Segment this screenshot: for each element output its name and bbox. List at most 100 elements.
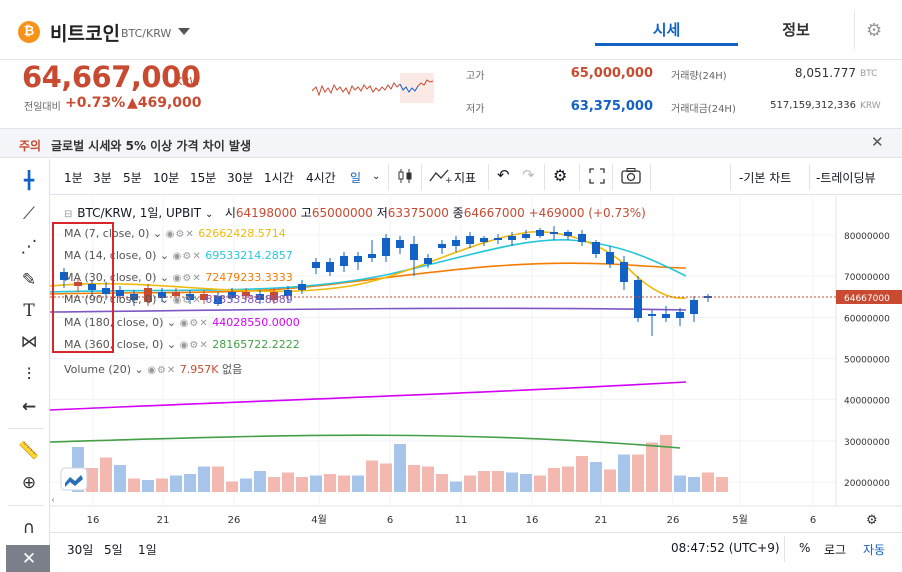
volume-legend-row[interactable]: Volume (20) ⌄ ◉⚙✕ 7.957K 없음 xyxy=(64,363,243,376)
price-chart[interactable]: 80000000 70000000 60000000 50000000 40000000… xyxy=(50,196,902,572)
svg-text:+: + xyxy=(445,176,452,185)
auto-toggle[interactable]: 자동 xyxy=(863,543,886,557)
interval-15m[interactable]: 15분 xyxy=(190,171,217,185)
interval-4h[interactable]: 4시간 xyxy=(306,171,336,185)
indicators-icon[interactable]: + xyxy=(428,167,452,185)
volume-bar xyxy=(492,471,504,492)
volume-bar xyxy=(114,465,126,492)
redo-icon[interactable]: ↷ xyxy=(522,166,535,184)
tradingview-button[interactable]: -트레이딩뷰 xyxy=(816,171,876,185)
candle-body xyxy=(116,290,124,296)
fullscreen-icon[interactable] xyxy=(589,168,605,184)
ma-legend-row[interactable]: MA (7, close, 0) ⌄ ◉⚙✕ 62662428.5714 xyxy=(64,227,286,240)
open-label: 시 xyxy=(224,206,236,220)
fib-icon[interactable]: ⋰ xyxy=(20,237,38,257)
toolbar-divider xyxy=(612,164,613,190)
amount-value: 517,159,312,336 xyxy=(770,100,856,111)
eye-settings-close-icon: ◉⚙✕ xyxy=(172,251,202,262)
candle-body xyxy=(536,230,544,236)
ma-legend-row[interactable]: MA (30, close, 0) ⌄ ◉⚙✕ 72479233.3333 xyxy=(64,271,293,284)
ma-legend-row[interactable]: MA (14, close, 0) ⌄ ◉⚙✕ 69533214.2857 xyxy=(64,249,293,262)
brush-icon[interactable]: ✎ xyxy=(21,270,37,290)
toolbar-divider xyxy=(421,164,422,190)
volume-bar xyxy=(184,474,196,492)
volume-value: 8,051.777 xyxy=(794,66,856,80)
measure-icon[interactable]: ⫶ xyxy=(26,365,32,385)
interval-3m[interactable]: 3분 xyxy=(93,171,112,185)
x-tick-label: 21 xyxy=(595,515,608,526)
candle-body xyxy=(522,234,530,238)
eye-settings-close-icon: ◉⚙✕ xyxy=(179,318,209,329)
volume-bar xyxy=(464,475,476,492)
chevron-down-icon[interactable]: ⌄ xyxy=(372,171,381,182)
eye-settings-close-icon: ◉⚙✕ xyxy=(179,340,209,351)
volume-bar xyxy=(632,454,644,492)
magnet-icon[interactable]: ∩ xyxy=(22,518,36,538)
basic-chart-button[interactable]: -기본 차트 xyxy=(739,171,792,185)
volume-bar xyxy=(198,466,210,492)
volume-bar xyxy=(226,481,238,492)
volume-bar xyxy=(100,457,112,492)
percent-toggle[interactable]: % xyxy=(799,541,811,555)
symbol-title[interactable]: BTC/KRW, 1일, UPBIT xyxy=(77,206,202,220)
volume-bar xyxy=(506,472,518,492)
tab-price[interactable]: 시세 xyxy=(595,0,738,46)
x-tick-label: 26 xyxy=(667,515,680,526)
interval-1h[interactable]: 1시간 xyxy=(264,171,294,185)
interval-30m[interactable]: 30분 xyxy=(227,171,254,185)
settings-gear-icon[interactable]: ⚙ xyxy=(553,166,568,185)
trash-icon[interactable]: ✕ xyxy=(21,549,37,569)
candlestick-icon[interactable] xyxy=(396,167,414,185)
coin-pair[interactable]: BTC/KRW xyxy=(121,27,172,40)
range-5d[interactable]: 5일 xyxy=(104,543,123,557)
ruler-icon[interactable]: 📏 xyxy=(18,441,40,461)
x-tick-label: 5월 xyxy=(732,514,748,526)
pattern-icon[interactable]: ⋈ xyxy=(20,332,38,352)
undo-icon[interactable]: ↶ xyxy=(497,166,510,184)
volume-bar xyxy=(310,475,322,492)
trend-line-icon[interactable]: ⟋ xyxy=(23,204,35,224)
close-label: 종 xyxy=(452,206,464,220)
chevron-down-icon[interactable]: ⌄ xyxy=(204,209,214,220)
crosshair-icon[interactable]: ╋ xyxy=(23,171,35,191)
x-tick-label: 4월 xyxy=(311,514,327,526)
current-price: 64,667,000 xyxy=(22,60,201,94)
tradingview-logo-icon xyxy=(60,467,88,491)
coin-name[interactable]: 비트코인 xyxy=(50,23,120,45)
notice-bar xyxy=(0,128,902,158)
camera-icon[interactable] xyxy=(621,167,641,185)
tab-info[interactable]: 정보 xyxy=(782,21,810,39)
chevron-down-icon[interactable] xyxy=(178,28,190,35)
interval-10m[interactable]: 10분 xyxy=(153,171,180,185)
candle-body xyxy=(382,238,390,256)
close-icon[interactable]: ✕ xyxy=(871,133,884,151)
candle-body xyxy=(298,284,306,290)
volume-bar xyxy=(254,471,266,492)
gear-icon[interactable]: ⚙ xyxy=(866,20,883,41)
range-30d[interactable]: 30일 xyxy=(67,543,94,557)
interval-5m[interactable]: 5분 xyxy=(123,171,142,185)
log-toggle[interactable]: 로그 xyxy=(824,543,847,557)
candle-body xyxy=(158,292,166,298)
clock[interactable]: 08:47:52 (UTC+9) xyxy=(671,541,780,555)
drawing-toolbar xyxy=(0,159,50,572)
interval-1m[interactable]: 1분 xyxy=(64,171,83,185)
arrow-left-icon[interactable]: ← xyxy=(21,397,37,417)
y-tick-label: 70000000 xyxy=(844,273,890,283)
notice-text: 글로벌 시세와 5% 이상 가격 차이 발생 xyxy=(51,139,252,153)
toolbar-divider xyxy=(8,428,44,429)
y-tick-label: 80000000 xyxy=(844,232,890,242)
text-tool-icon[interactable]: T xyxy=(23,301,35,321)
ma-legend-row[interactable]: MA (90, close, 0) ⌄ ◉⚙✕ 63333388.8889 xyxy=(64,293,293,306)
candle-body xyxy=(102,288,110,294)
interval-1d[interactable]: 일 xyxy=(350,171,362,185)
delete-drawings-button[interactable] xyxy=(6,545,50,572)
volume-bar xyxy=(702,472,714,492)
range-1d[interactable]: 1일 xyxy=(138,543,157,557)
volume-unit: BTC xyxy=(860,69,878,79)
indicators-button[interactable]: 지표 xyxy=(454,171,477,185)
collapse-icon[interactable]: ⊟ xyxy=(64,209,74,220)
volume-bar xyxy=(86,468,98,492)
moving-average-line xyxy=(50,381,687,411)
zoom-in-icon[interactable]: ⊕ xyxy=(21,473,37,493)
